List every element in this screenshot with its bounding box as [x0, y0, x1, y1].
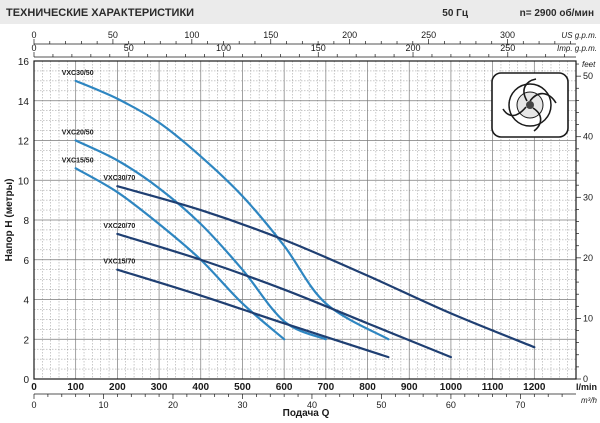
curve-vxc30-70 — [116, 185, 536, 349]
top-axis-tick-label: 200 — [342, 30, 357, 40]
bottom-axis: 0 100 200 300 400 500 600 700 800 900 1000 1100 1200… — [31, 382, 597, 395]
top-axis-unit-label: US g.p.m. — [561, 31, 597, 40]
top-axis-tick-label: 150 — [263, 30, 278, 40]
y-tick-label: 14 — [18, 97, 30, 108]
feet-tick-label: 0 — [583, 374, 588, 384]
top-axis-tick-label: 100 — [216, 43, 231, 53]
x-tick-label: 1200 — [523, 382, 546, 393]
x-tick-label: 900 — [401, 382, 418, 393]
m3h-unit-label: m³/h — [581, 396, 598, 405]
x-tick-label: 100 — [67, 382, 84, 393]
impeller-icon — [491, 72, 569, 138]
x-unit-label: l/min — [576, 382, 597, 392]
curve-label-vxc15-70: VXC15/70 — [103, 259, 135, 266]
curve-label-vxc30-70: VXC30/70 — [103, 175, 135, 182]
feet-tick-label: 20 — [583, 253, 593, 263]
m3h-tick-label: 40 — [307, 400, 317, 410]
m3h-tick-label: 20 — [168, 400, 178, 410]
curve-vxc30-50 — [74, 79, 390, 341]
header-bar — [0, 0, 600, 24]
m3h-tick-label: 10 — [98, 400, 108, 410]
y-tick-label: 4 — [23, 296, 29, 307]
x-tick-label: 300 — [151, 382, 168, 393]
curve-label-vxc15-50: VXC15/50 — [62, 157, 94, 164]
y-tick-label: 16 — [18, 57, 30, 68]
x-tick-label: 1000 — [440, 382, 463, 393]
y-tick-label: 6 — [23, 256, 29, 267]
curve-vxc20-50 — [74, 139, 327, 341]
curve-label-vxc30-50: VXC30/50 — [62, 70, 94, 77]
x-tick-label: 600 — [276, 382, 293, 393]
grid — [33, 60, 577, 380]
x-axis-title: Подача Q — [283, 408, 330, 419]
m3h-tick-label: 60 — [446, 400, 456, 410]
top-axis-unit-label: Imp. g.p.m. — [557, 44, 597, 53]
chart-title: ТЕХНИЧЕСКИЕ ХАРАКТЕРИСТИКИ — [6, 7, 194, 19]
top-axis-tick-label: 250 — [421, 30, 436, 40]
plot-frame — [33, 60, 577, 380]
curve-vxc15-70 — [116, 268, 390, 359]
x-tick-label: 200 — [109, 382, 126, 393]
top-axis-tick-label: 250 — [500, 43, 515, 53]
top-axis-tick-label: 50 — [108, 30, 118, 40]
top-axis-tick-label: 0 — [31, 30, 36, 40]
frequency-label: 50 Гц — [442, 8, 469, 19]
x-tick-label: 800 — [359, 382, 376, 393]
speed-label: n= 2900 об/мин — [520, 7, 594, 19]
top-axis-tick-label: 100 — [184, 30, 199, 40]
x-tick-label: 500 — [234, 382, 251, 393]
y-tick-label: 12 — [18, 137, 30, 148]
feet-tick-label: 30 — [583, 192, 593, 202]
x-tick-label: 700 — [318, 382, 335, 393]
m3h-tick-label: 0 — [31, 400, 36, 410]
x-tick-label: 1100 — [482, 382, 504, 393]
y-tick-label: 10 — [18, 176, 30, 187]
feet-tick-label: 40 — [583, 132, 593, 142]
curve-label-vxc20-70: VXC20/70 — [103, 223, 135, 230]
y-tick-label: 0 — [23, 375, 29, 386]
m3h-tick-label: 30 — [237, 400, 247, 410]
y-axis-title: Напор H (метры) — [4, 179, 15, 262]
y-tick-label: 2 — [23, 335, 29, 346]
top-axis-tick-label: 200 — [406, 43, 421, 53]
right-axis: 0 10 20 30 40 50 feet — [576, 60, 596, 384]
left-axis: 0 2 4 6 8 10 12 14 16 — [18, 57, 30, 386]
m3h-tick-label: 50 — [376, 400, 386, 410]
bottom-axis-m3h: 0 10 20 30 40 50 60 70 m³/h — [31, 394, 598, 410]
top-axis-tick-label: 150 — [311, 43, 326, 53]
top-axis-tick-label: 300 — [500, 30, 515, 40]
feet-unit-label: feet — [582, 60, 596, 69]
feet-tick-label: 50 — [583, 71, 593, 81]
m3h-tick-label: 70 — [515, 400, 525, 410]
curve-vxc20-70 — [116, 232, 453, 359]
top-axis-tick-label: 50 — [124, 43, 134, 53]
curve-vxc15-50 — [74, 167, 286, 341]
y-tick-label: 8 — [23, 216, 29, 227]
x-tick-label: 400 — [192, 382, 209, 393]
feet-tick-label: 10 — [583, 313, 593, 323]
curve-label-vxc20-50: VXC20/50 — [62, 130, 94, 137]
top-axes: 0 50 100 150 200 250 300 US g.p.m.0 50 100 150 200 2… — [31, 30, 597, 58]
top-axis-tick-label: 0 — [31, 43, 36, 53]
curve-labels: VXC30/50 VXC20/50 VXC15/50 VXC30/70 VXC20/70… — [62, 70, 136, 266]
performance-curves — [74, 79, 536, 359]
x-tick-label: 0 — [31, 382, 37, 393]
